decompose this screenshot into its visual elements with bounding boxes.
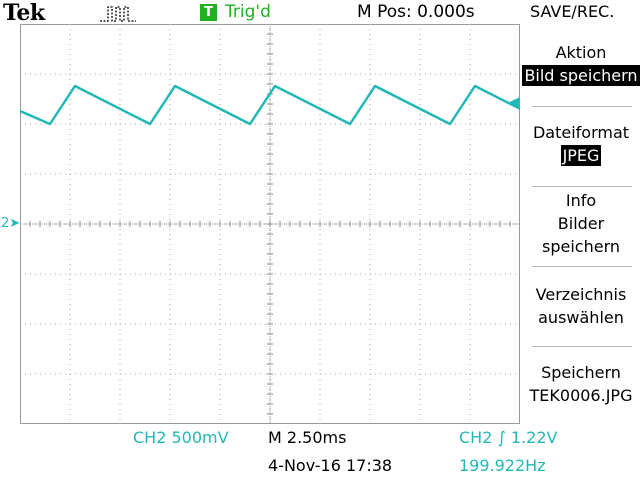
timebase: M 2.50ms bbox=[268, 428, 347, 447]
channel-marker-label: 2 bbox=[1, 216, 10, 231]
divider bbox=[532, 186, 632, 187]
pulse-run-icon bbox=[100, 6, 136, 22]
menu-item-label: Dateiformat bbox=[532, 123, 630, 142]
menu-item-value: JPEG bbox=[560, 145, 602, 166]
waveform-display bbox=[19, 24, 521, 424]
side-menu: Aktion Bild speichern Dateiformat JPEG I… bbox=[522, 24, 640, 424]
menu-item-dateiformat[interactable]: Dateiformat JPEG bbox=[522, 121, 640, 167]
right-arrow-icon: ➤ bbox=[9, 216, 21, 231]
trigger-info: CH2 ∫ 1.22V bbox=[459, 428, 558, 447]
menu-item-label: speichern bbox=[542, 237, 620, 256]
menu-item-label: Verzeichnis bbox=[535, 285, 627, 304]
menu-item-label: Info bbox=[565, 191, 597, 210]
menu-item-speichern[interactable]: Speichern TEK0006.JPG bbox=[522, 361, 640, 407]
left-arrow-icon: ◀ bbox=[509, 94, 520, 110]
menu-title: SAVE/REC. bbox=[530, 2, 615, 21]
menu-item-aktion[interactable]: Aktion Bild speichern bbox=[522, 41, 640, 87]
channel-marker: 2➤ bbox=[1, 216, 20, 231]
menu-item-verzeichnis[interactable]: Verzeichnis auswählen bbox=[522, 283, 640, 329]
menu-item-label: TEK0006.JPG bbox=[529, 386, 633, 405]
divider bbox=[532, 346, 632, 347]
menu-item-label: Speichern bbox=[541, 363, 621, 382]
menu-item-label: Aktion bbox=[555, 43, 607, 62]
horizontal-position: M Pos: 0.000s bbox=[357, 2, 475, 22]
menu-item-value: Bild speichern bbox=[522, 65, 640, 86]
frequency: 199.922Hz bbox=[459, 456, 546, 475]
brand-logo: Tek bbox=[3, 0, 45, 26]
menu-item-label: Bilder bbox=[557, 214, 605, 233]
divider bbox=[532, 106, 632, 107]
graticule bbox=[19, 24, 521, 424]
menu-item-label: auswählen bbox=[538, 308, 624, 327]
trigger-status: Trig'd bbox=[225, 2, 271, 22]
menu-item-info[interactable]: Info Bilder speichern bbox=[522, 189, 640, 258]
waveform-trace bbox=[19, 84, 521, 126]
channel-scale: CH2 500mV bbox=[133, 428, 229, 447]
trigger-badge: T bbox=[200, 4, 217, 21]
divider bbox=[532, 266, 632, 267]
datetime: 4-Nov-16 17:38 bbox=[268, 456, 393, 475]
